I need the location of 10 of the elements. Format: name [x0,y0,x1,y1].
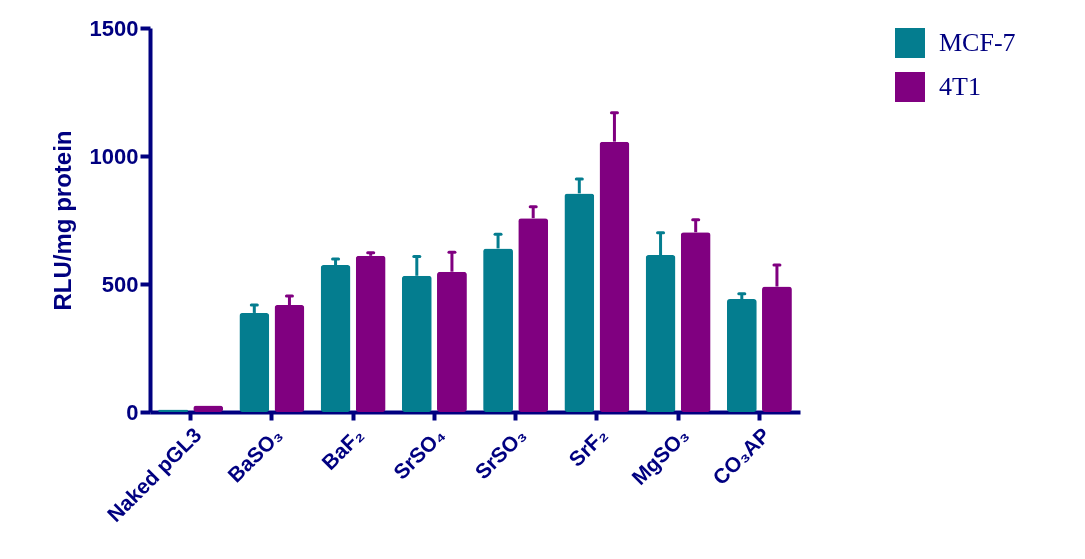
legend-label: 4T1 [939,72,981,101]
bar [355,255,386,412]
bar [726,299,757,412]
y-axis-title: RLU/mg protein [48,130,76,311]
x-tick-label: SrF₂ [564,423,612,471]
legend-label: MCF-7 [939,28,1016,57]
y-tick-label: 0 [126,399,139,425]
y-tick-label: 500 [101,271,139,297]
y-tick-label: 1000 [89,143,139,169]
y-tick-label: 1500 [89,15,139,41]
